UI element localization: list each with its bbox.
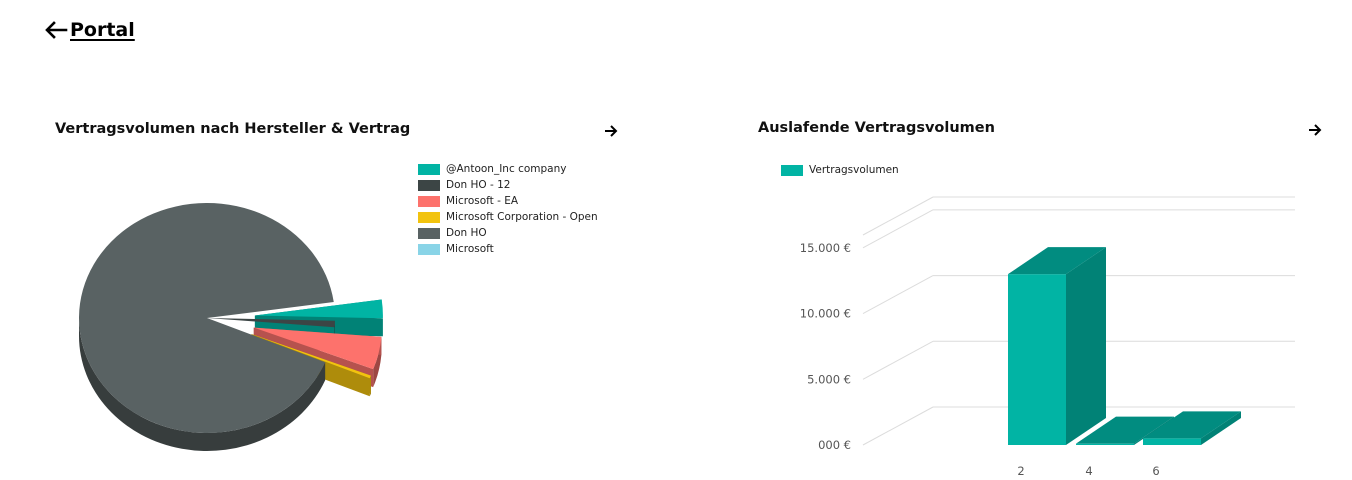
- y-tick-label: 000 €: [818, 438, 851, 452]
- y-tick-label: 5.000 €: [807, 372, 851, 386]
- arrow-left-icon: [44, 21, 68, 39]
- legend-label: Vertragsvolumen: [809, 164, 899, 176]
- legend-swatch: [418, 243, 440, 255]
- legend-label: Don HO: [446, 227, 487, 239]
- pie-slice-side: [79, 318, 326, 451]
- legend-label: @Antoon_Inc company: [446, 163, 567, 175]
- legend-label: Don HO - 12: [446, 179, 511, 191]
- x-tick-label: 2: [1017, 464, 1024, 478]
- pie-slice[interactable]: [207, 318, 335, 328]
- x-tick-label: 4: [1085, 464, 1092, 478]
- legend-swatch: [781, 164, 803, 176]
- pie-chart-legend: @Antoon_Inc company Don HO - 12 Microsoft …: [418, 161, 598, 257]
- bar[interactable]: [1143, 411, 1241, 445]
- back-to-portal-link[interactable]: Portal: [44, 17, 135, 43]
- bar-chart-grid: [862, 196, 1295, 446]
- pie-chart-title: Vertragsvolumen nach Hersteller & Vertra…: [55, 121, 411, 137]
- legend-item[interactable]: Microsoft: [418, 241, 598, 257]
- legend-swatch: [418, 227, 440, 239]
- legend-item[interactable]: Microsoft - EA: [418, 193, 598, 209]
- pie-slice[interactable]: [253, 327, 382, 370]
- legend-label: Microsoft - EA: [446, 195, 519, 207]
- x-tick-label: 6: [1152, 464, 1159, 478]
- bar[interactable]: [1008, 247, 1106, 445]
- pie-slice[interactable]: [254, 299, 383, 319]
- arrow-right-icon[interactable]: [604, 122, 618, 141]
- legend-item[interactable]: Vertragsvolumen: [781, 162, 899, 178]
- legend-item[interactable]: @Antoon_Inc company: [418, 161, 598, 177]
- legend-label: Microsoft: [446, 243, 494, 255]
- legend-swatch: [418, 195, 440, 207]
- legend-swatch: [418, 163, 440, 175]
- page-heading-fragment: [182, 0, 222, 4]
- y-tick-label: 15.000 €: [800, 241, 851, 255]
- y-tick-label: 10.000 €: [800, 307, 851, 321]
- bar-chart-legend: Vertragsvolumen: [781, 162, 899, 178]
- legend-item[interactable]: Don HO - 12: [418, 177, 598, 193]
- legend-swatch: [418, 211, 440, 223]
- bar-chart: 000 € 5.000 € 10.000 € 15.000 € 2 4 6: [800, 196, 1295, 478]
- pie-slice[interactable]: [78, 203, 334, 433]
- legend-item[interactable]: Don HO: [418, 225, 598, 241]
- legend-label: Microsoft Corporation - Open: [446, 211, 598, 223]
- pie-slice[interactable]: [251, 334, 371, 379]
- legend-item[interactable]: Microsoft Corporation - Open: [418, 209, 598, 225]
- back-to-portal-label: Portal: [70, 19, 135, 41]
- legend-swatch: [418, 179, 440, 191]
- pie-chart: [78, 203, 383, 451]
- arrow-right-icon[interactable]: [1308, 121, 1322, 140]
- bar-chart-title: Auslafende Vertragsvolumen: [758, 120, 995, 136]
